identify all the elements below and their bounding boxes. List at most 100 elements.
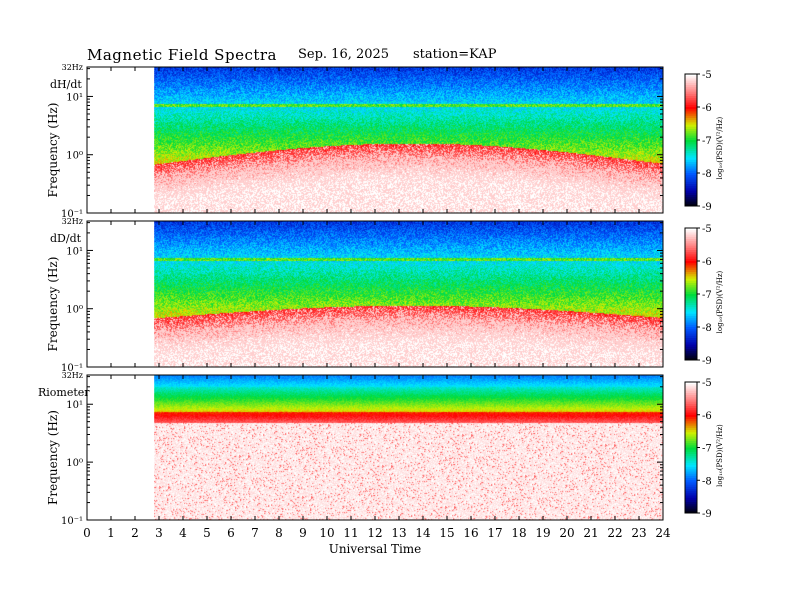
x-tick-label: 23 <box>631 526 646 540</box>
colorbar-swatch <box>685 331 697 335</box>
colorbar-swatch <box>685 267 697 271</box>
colorbar-swatch <box>685 333 697 337</box>
colorbar-swatch <box>685 96 697 99</box>
x-tick-label: 0 <box>83 526 91 540</box>
colorbar-tick-label: -7 <box>702 290 712 301</box>
colorbar-swatch <box>685 109 697 112</box>
x-tick-label: 24 <box>655 526 671 540</box>
colorbar-swatch <box>685 173 697 176</box>
colorbar-swatch <box>685 280 697 284</box>
colorbar-tick-label: -9 <box>702 202 712 213</box>
colorbar-swatch <box>685 126 697 130</box>
colorbar-swatch <box>685 493 697 497</box>
colorbar-swatch <box>685 322 697 326</box>
x-tick-label: 3 <box>155 526 163 540</box>
colorbar-swatch <box>685 355 697 359</box>
colorbar-swatch <box>685 338 697 341</box>
colorbar-tick-label: -5 <box>702 70 712 81</box>
colorbar-swatch <box>685 434 697 438</box>
colorbar-swatch <box>685 89 697 93</box>
colorbar-swatch <box>685 151 697 154</box>
colorbar-swatch <box>685 401 697 405</box>
colorbar-swatch <box>685 115 697 119</box>
colorbar-swatch <box>685 327 697 330</box>
x-tick-label: 8 <box>275 526 283 540</box>
colorbar-swatch <box>685 113 697 117</box>
colorbar-swatch <box>685 133 697 137</box>
colorbar-swatch <box>685 272 697 275</box>
colorbar-swatch <box>685 120 697 123</box>
colorbar-swatch <box>685 104 697 108</box>
colorbar-swatch <box>685 159 697 163</box>
colorbar-swatch <box>685 107 697 110</box>
colorbar-swatch <box>685 307 697 310</box>
colorbar-swatch <box>685 269 697 273</box>
colorbar-swatch <box>685 410 697 414</box>
y-tick-label: 10⁻¹ <box>61 363 83 374</box>
colorbar-swatch <box>685 399 697 403</box>
colorbar-swatch <box>685 111 697 115</box>
colorbar-swatch <box>685 462 697 466</box>
x-tick-label: 22 <box>607 526 622 540</box>
colorbar-swatch <box>685 423 697 427</box>
colorbar-swatch <box>685 412 697 416</box>
panel-label: dD/dt <box>50 232 82 245</box>
colorbar-label: log₁₀(PSD)(V²/Hz) <box>716 270 724 333</box>
y-tick-label: 10⁻¹ <box>61 209 83 220</box>
colorbar-swatch <box>685 451 697 455</box>
colorbar-swatch <box>685 480 697 483</box>
colorbar-swatch <box>685 397 697 400</box>
colorbar-swatch <box>685 491 697 494</box>
colorbar-swatch <box>685 311 697 315</box>
colorbar-swatch <box>685 508 697 512</box>
spectrogram-heatmap-1 <box>154 67 664 213</box>
station-label: station=KAP <box>413 47 497 62</box>
colorbar-swatch <box>685 170 697 174</box>
colorbar-swatch <box>685 243 697 247</box>
colorbar-swatch <box>685 430 697 433</box>
colorbar-swatch <box>685 283 697 286</box>
colorbar-swatch <box>685 192 697 196</box>
colorbar-tick-label: -6 <box>702 411 712 422</box>
top-frequency-label: 32Hz <box>62 63 83 72</box>
colorbar-swatch <box>685 177 697 181</box>
colorbar-swatch <box>685 278 697 282</box>
colorbar-swatch <box>685 300 697 304</box>
colorbar-swatch <box>685 199 697 203</box>
colorbar-swatch <box>685 499 697 503</box>
colorbar-swatch <box>685 506 697 510</box>
colorbar-swatch <box>685 298 697 302</box>
x-tick-label: 10 <box>319 526 334 540</box>
colorbar-swatch <box>685 82 697 86</box>
colorbar-swatch <box>685 318 697 321</box>
colorbar-swatch <box>685 261 697 264</box>
y-tick-label: 10¹ <box>66 400 83 411</box>
x-tick-label: 17 <box>487 526 502 540</box>
colorbar-swatch <box>685 289 697 293</box>
colorbar-swatch <box>685 201 697 205</box>
colorbar-swatch <box>685 168 697 172</box>
colorbar-swatch <box>685 478 697 481</box>
colorbar-swatch <box>685 382 697 385</box>
colorbar-swatch <box>685 464 697 468</box>
x-tick-label: 16 <box>463 526 478 540</box>
colorbar-swatch <box>685 230 697 233</box>
colorbar-swatch <box>685 344 697 348</box>
colorbar-swatch <box>685 460 697 464</box>
colorbar-swatch <box>685 245 697 249</box>
colorbar-swatch <box>685 241 697 244</box>
x-tick-label: 15 <box>439 526 454 540</box>
colorbar-tick-label: -5 <box>702 224 712 235</box>
colorbar-swatch <box>685 186 697 189</box>
colorbar-swatch <box>685 146 697 150</box>
colorbar-swatch <box>685 471 697 475</box>
colorbar-swatch <box>685 497 697 501</box>
colorbar-swatch <box>685 166 697 170</box>
colorbar-swatch <box>685 313 697 317</box>
colorbar-swatch <box>685 346 697 350</box>
colorbar-swatch <box>685 188 697 192</box>
colorbar-swatch <box>685 416 697 420</box>
colorbar-swatch <box>685 91 697 95</box>
colorbar-label: log₁₀(PSD)(V²/Hz) <box>716 424 724 487</box>
colorbar-swatch <box>685 357 697 361</box>
